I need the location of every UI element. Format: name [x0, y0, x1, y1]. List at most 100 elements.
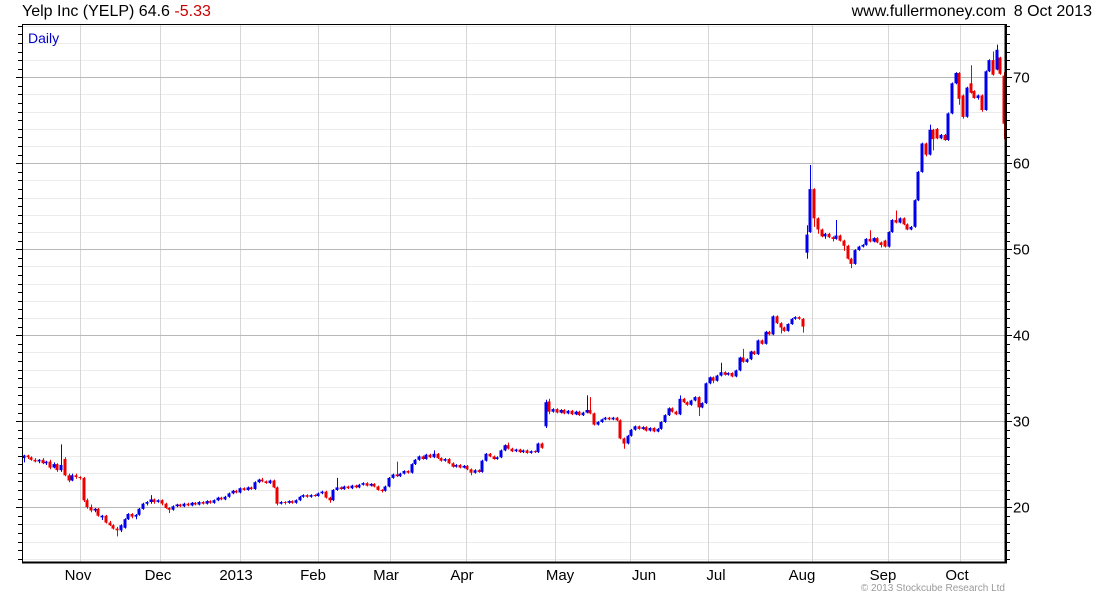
candle	[965, 87, 969, 117]
candle	[264, 481, 268, 483]
candle	[208, 501, 212, 503]
candle	[663, 415, 667, 422]
candle	[130, 514, 134, 517]
candle	[935, 128, 939, 139]
candle	[723, 372, 727, 375]
candle	[298, 496, 302, 501]
candle	[939, 134, 943, 139]
candle	[644, 427, 648, 431]
candle	[547, 401, 551, 412]
candle	[178, 504, 182, 507]
candle	[458, 465, 462, 468]
candle	[402, 471, 406, 474]
x-axis-labels: Nov Dec 2013 Feb Mar Apr May Jun Jul Aug Sep Oct	[65, 567, 970, 584]
candle	[767, 331, 771, 335]
candle	[350, 485, 354, 489]
candle	[521, 450, 525, 453]
candle	[167, 508, 171, 510]
candle	[987, 60, 991, 72]
candle	[275, 487, 279, 504]
candle	[883, 240, 887, 247]
candle	[689, 400, 693, 405]
candle	[219, 497, 223, 500]
candle	[711, 377, 715, 381]
candle	[574, 411, 578, 415]
candle	[622, 438, 626, 444]
candle	[875, 238, 879, 243]
candle	[480, 460, 484, 472]
candle	[588, 410, 592, 414]
candle	[488, 453, 492, 457]
candle	[320, 491, 324, 494]
candle	[223, 496, 227, 500]
candle	[857, 246, 861, 250]
x-axis-month-label: Apr	[450, 567, 473, 584]
candle	[816, 218, 820, 230]
candle	[59, 465, 63, 471]
candle	[70, 475, 74, 481]
candle	[831, 237, 835, 239]
candle	[894, 220, 898, 223]
candle	[451, 463, 455, 467]
candle	[205, 501, 209, 504]
grid-month-lines	[80, 24, 961, 563]
candle	[33, 459, 37, 462]
candle	[257, 479, 261, 483]
candle	[779, 323, 783, 328]
candle	[119, 525, 123, 531]
candle	[838, 235, 842, 241]
candle	[465, 465, 469, 470]
x-axis-month-label: Nov	[65, 567, 92, 584]
candle	[391, 474, 395, 478]
candle	[562, 410, 566, 414]
candle	[365, 483, 369, 486]
candle	[417, 456, 421, 460]
candle	[536, 443, 540, 453]
candle	[734, 370, 738, 377]
candle	[361, 483, 365, 485]
candle	[164, 503, 168, 508]
candle	[413, 459, 417, 465]
grid-minor	[22, 26, 1006, 560]
candle	[861, 244, 865, 247]
candle	[629, 429, 633, 436]
candle	[231, 490, 235, 494]
candle	[316, 493, 320, 496]
candle	[879, 242, 883, 245]
candle	[63, 459, 67, 476]
candle	[782, 327, 786, 331]
candle	[678, 398, 682, 415]
candle	[175, 504, 179, 507]
candle	[93, 508, 97, 511]
candle	[961, 95, 965, 117]
candle	[287, 501, 291, 503]
candle	[26, 455, 30, 458]
candle	[335, 487, 339, 490]
candle	[693, 397, 697, 401]
candle	[607, 417, 611, 420]
candle	[186, 503, 190, 506]
candle	[913, 200, 917, 227]
candle	[943, 134, 947, 141]
candle	[354, 485, 358, 488]
candle	[823, 233, 827, 237]
candle	[22, 455, 26, 459]
candle	[454, 465, 458, 467]
y-axis-labels: 20 30 40 50 60 70	[1013, 70, 1030, 517]
candle	[283, 502, 287, 503]
candle	[980, 95, 984, 110]
candle	[182, 503, 186, 507]
candle	[984, 71, 988, 110]
candle	[123, 519, 127, 528]
candle	[48, 461, 52, 468]
candle	[55, 464, 59, 471]
candle	[887, 232, 891, 247]
candle	[406, 471, 410, 473]
candle	[149, 499, 153, 502]
candle	[510, 448, 514, 452]
candle	[372, 483, 376, 487]
y-axis-tick-label: 40	[1013, 328, 1030, 345]
grid-major	[22, 77, 1006, 508]
candle	[808, 189, 812, 233]
